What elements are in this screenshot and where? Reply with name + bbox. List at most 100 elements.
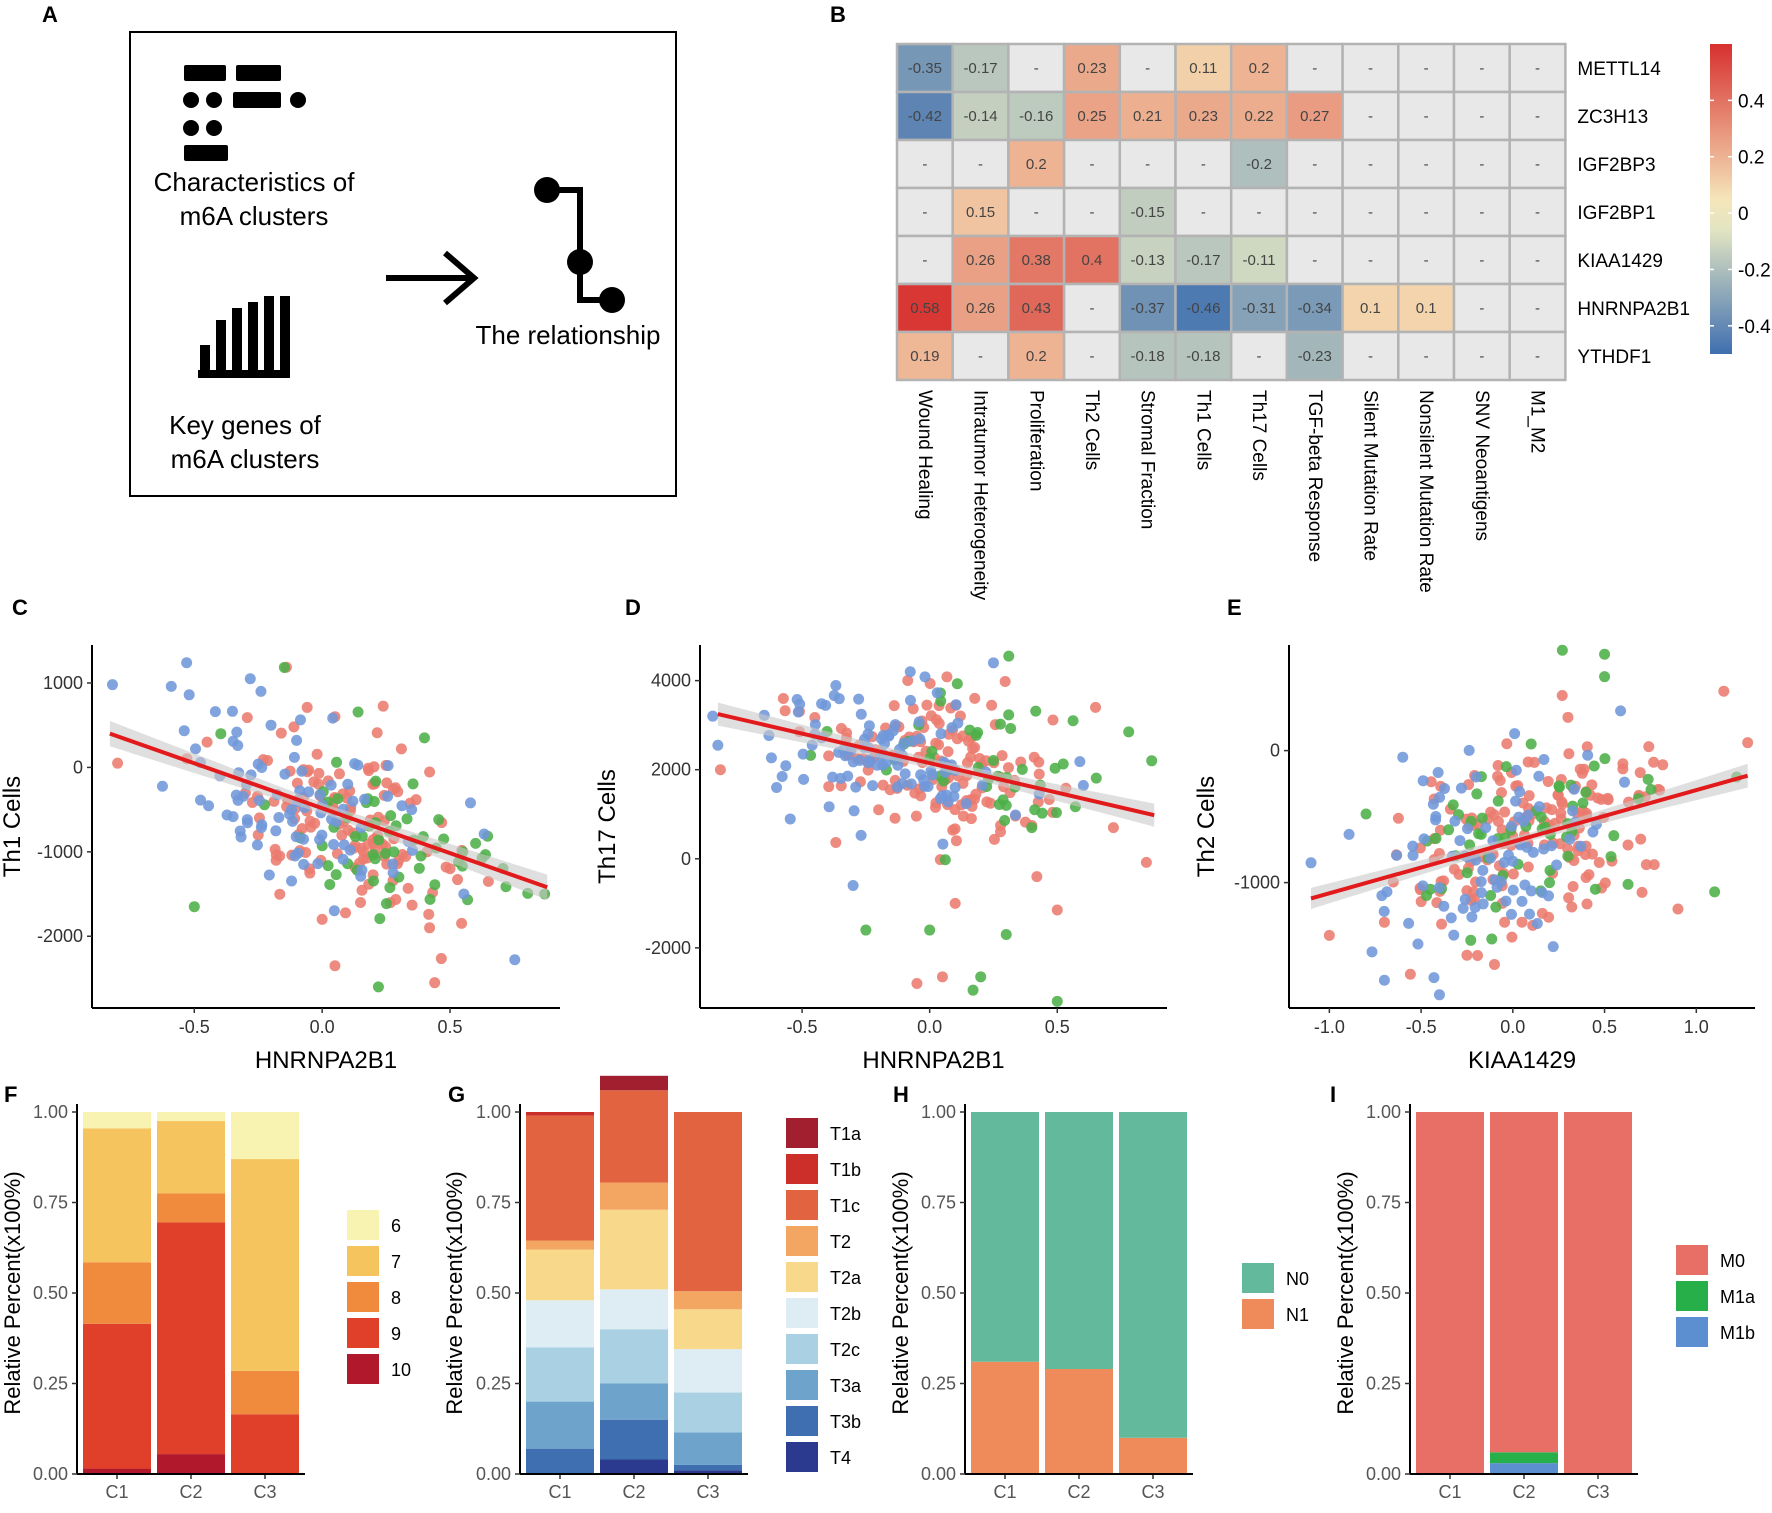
scatter-point <box>1470 771 1482 783</box>
heatmap-cell <box>1118 186 1177 238</box>
scatter-point <box>470 837 482 849</box>
scatter-point <box>424 766 436 778</box>
scatter-point <box>1566 901 1578 913</box>
scatter-point <box>949 782 961 794</box>
scatter-point <box>1090 772 1102 784</box>
scatter-point <box>1438 900 1450 912</box>
heatmap-cell <box>951 186 1010 238</box>
panel-label-f: F <box>4 1082 17 1107</box>
scatter-point <box>1492 759 1504 771</box>
scatter-point <box>1599 753 1611 765</box>
heatmap-row-label: KIAA1429 <box>1577 251 1663 272</box>
scatter-point <box>316 829 328 841</box>
heatmap-cell-label: 0.2 <box>1249 60 1270 77</box>
heatmap-cell-label: 0.25 <box>1077 108 1106 125</box>
y-tick-label: 1.00 <box>33 1102 68 1122</box>
scatter-point <box>288 751 300 763</box>
heatmap-colorbar-label: -0.2 <box>1738 260 1771 281</box>
bar-segment <box>674 1349 742 1393</box>
heatmap-row-label: HNRNPA2B1 <box>1577 299 1690 320</box>
scatter-point <box>1513 811 1525 823</box>
scatter-point <box>1522 861 1534 873</box>
scatter-point <box>1562 850 1574 862</box>
scatter-point <box>1577 805 1589 817</box>
scatter-point <box>1531 918 1543 930</box>
heatmap-cell-label: - <box>1535 252 1540 269</box>
scatter-point <box>784 813 796 825</box>
scatter-point <box>965 813 977 825</box>
y-tick-label: 0 <box>681 849 691 869</box>
scatter-point <box>1475 887 1487 899</box>
scatter-point <box>322 860 334 872</box>
legend-label: T3a <box>830 1376 862 1396</box>
heatmap-cell-label: - <box>1312 252 1317 269</box>
scatter-point <box>325 779 337 791</box>
scatter-point <box>333 768 345 780</box>
scatter-point <box>1556 644 1568 656</box>
scatter-point <box>298 858 310 870</box>
heatmap-cell-label: - <box>1535 348 1540 365</box>
scatter-point <box>926 769 938 781</box>
scatter-point <box>312 858 324 870</box>
x-tick-label: 0.0 <box>310 1017 335 1037</box>
scatter-point <box>255 685 267 697</box>
scatter-point <box>816 698 828 710</box>
scatter-point <box>1500 761 1512 773</box>
heatmap-column-label: TGF-beta Response <box>1304 390 1325 562</box>
scatter-point <box>230 789 242 801</box>
scatter-point <box>209 706 221 718</box>
legend-swatch <box>1676 1245 1708 1275</box>
legend-label: T1b <box>830 1160 861 1180</box>
scatter-point <box>867 780 879 792</box>
bar-segment <box>674 1464 742 1471</box>
scatter-point <box>1430 814 1442 826</box>
scatter-point <box>195 794 207 806</box>
bar-segment <box>83 1112 151 1129</box>
heatmap-cell-label: 0.43 <box>1022 300 1051 317</box>
scatter-point <box>423 908 435 920</box>
heatmap-cell <box>1508 282 1567 334</box>
heatmap-cell-label: - <box>1535 300 1540 317</box>
heatmap-cell <box>1229 234 1289 286</box>
heatmap-cell-label: - <box>1535 60 1540 77</box>
scatter-point <box>1486 933 1498 945</box>
scatter-point <box>987 657 999 669</box>
x-tick-label: 0.5 <box>1045 1017 1070 1037</box>
x-tick-label: C1 <box>105 1482 128 1502</box>
y-tick-label: 0.50 <box>921 1283 956 1303</box>
bar-segment <box>157 1193 225 1223</box>
scatter-point <box>1709 886 1721 898</box>
panel-label-b: B <box>830 2 846 27</box>
scatter-point <box>797 748 809 760</box>
scatter-point <box>921 699 933 711</box>
bar-segment <box>231 1370 299 1415</box>
x-axis-label: KIAA1429 <box>1468 1047 1576 1074</box>
scatter-point <box>1473 828 1485 840</box>
heatmap-panel: -0.35 -0.17-0.23-0.11 0.2- - - - --0.42 -0.14 -0… <box>895 42 1771 601</box>
legend-swatch <box>1242 1263 1274 1293</box>
legend-swatch <box>786 1334 818 1364</box>
panel-label-a: A <box>42 2 58 27</box>
scatter-point <box>410 794 422 806</box>
heatmap-cell-label: 0.27 <box>1300 108 1329 125</box>
heatmap-column-label: Wound Healing <box>914 390 935 520</box>
scatter-point <box>1305 857 1317 869</box>
scatter-point <box>1527 846 1539 858</box>
bar-segment <box>1490 1452 1558 1464</box>
x-tick-label: 0.5 <box>1592 1017 1617 1037</box>
scatter-point <box>1501 738 1513 750</box>
scatter-point <box>328 905 340 917</box>
heatmap-cell-label: -0.31 <box>1242 300 1276 317</box>
scatter-point <box>1563 892 1575 904</box>
heatmap-cell-label: - <box>1479 60 1484 77</box>
scatter-point <box>946 722 958 734</box>
scatter-point <box>907 703 919 715</box>
scatter-point <box>1455 782 1467 794</box>
legend-swatch <box>347 1246 379 1276</box>
y-tick-label: 0.75 <box>33 1193 68 1213</box>
legend-swatch <box>786 1262 818 1292</box>
scatter-point <box>390 894 402 906</box>
heatmap-cell-label: - <box>1424 348 1429 365</box>
scatter-point <box>279 768 291 780</box>
